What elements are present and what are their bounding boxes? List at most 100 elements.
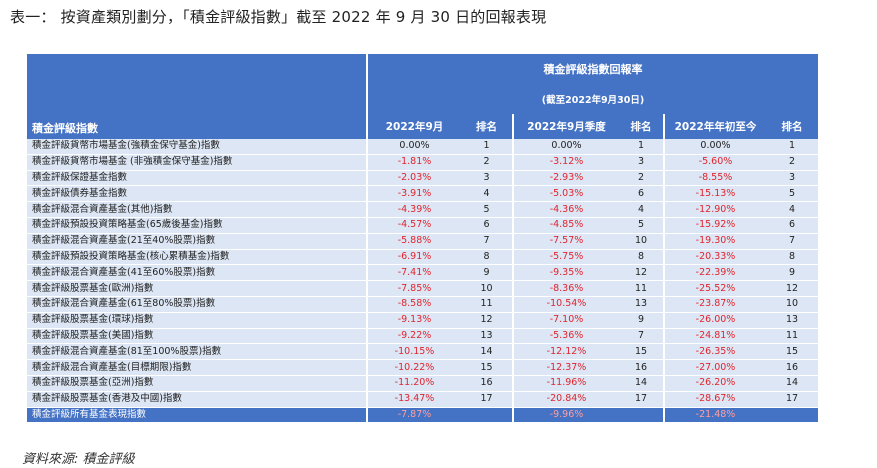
quarter-rank: 2 [619, 170, 664, 187]
ytd-return: -5.60% [663, 154, 766, 171]
table-row: 積金評級股票基金(香港及中國)指數 -13.47% 17 -20.84% 17 -28.6… [27, 391, 818, 408]
quarter-return: -11.96% [512, 375, 619, 392]
sep-rank: 4 [461, 185, 513, 203]
sep-rank: 8 [461, 249, 513, 266]
ytd-return: -24.81% [663, 328, 766, 345]
sep-return: -11.20% [366, 375, 461, 392]
quarter-return: -7.10% [512, 312, 619, 329]
sep-return: -2.03% [366, 170, 461, 187]
table-row: 積金評級混合資產基金(61至80%股票)指數 -8.58% 11 -10.54% 13-… [27, 296, 818, 313]
sep-rank: 3 [461, 170, 513, 187]
table-row: 積金評級股票基金(亞洲)指數 -11.20% 16 -11.96% 14 -26.20% 1… [27, 375, 818, 392]
sep-return: -6.91% [366, 249, 461, 266]
sep-rank: 6 [461, 217, 513, 234]
sep-return: -4.39% [366, 201, 461, 218]
row-name: 積金評級保證基金指數 [27, 170, 367, 187]
row-name: 積金評級混合資產基金(21至40%股票)指數 [27, 233, 367, 250]
quarter-return: -3.12% [512, 154, 619, 171]
ytd-rank: 11 [766, 328, 818, 345]
quarter-return: -9.35% [512, 264, 619, 282]
header-rank: 排名 [766, 114, 818, 139]
ytd-return: -22.39% [663, 264, 766, 282]
quarter-rank: 7 [619, 328, 664, 345]
quarter-return: -5.36% [512, 328, 619, 345]
ytd-return: -27.00% [663, 359, 766, 376]
header-sep-2022: 2022年9月 [366, 114, 461, 139]
ytd-return: -15.13% [663, 185, 766, 203]
quarter-rank: 13 [619, 296, 664, 313]
row-name: 積金評級混合資產基金(61至80%股票)指數 [27, 296, 367, 313]
table-row: 積金評級股票基金(美國)指數 -9.22% 13 -5.36% 7 -24.81% 11 [27, 328, 818, 345]
quarter-rank: 4 [619, 201, 664, 218]
ytd-rank: 5 [766, 185, 818, 203]
sep-rank: 9 [461, 264, 513, 282]
ytd-rank: 14 [766, 375, 818, 392]
ytd-rank: 8 [766, 249, 818, 266]
quarter-return: -4.85% [512, 217, 619, 234]
quarter-return: -2.93% [512, 170, 619, 187]
table-row: 積金評級混合資產基金(21至40%股票)指數 -5.88% 7 -7.57% 10 -19… [27, 233, 818, 250]
quarter-rank: 1 [619, 139, 664, 155]
ytd-rank: 4 [766, 201, 818, 218]
page-title: 表一： 按資產類別劃分，「積金評級指數」截至 2022 年 9 月 30 日的回… [10, 8, 547, 26]
sep-rank: 16 [461, 375, 513, 392]
quarter-return: -8.36% [512, 280, 619, 297]
sep-rank: 5 [461, 201, 513, 218]
quarter-rank: 16 [619, 359, 664, 376]
quarter-rank: 6 [619, 185, 664, 203]
row-name: 積金評級貨幣市場基金 (非強積金保守基金)指數 [27, 154, 367, 171]
ytd-rank: 2 [766, 154, 818, 171]
sep-return: -10.22% [366, 359, 461, 376]
row-name: 積金評級股票基金(歐洲)指數 [27, 280, 367, 297]
row-name: 積金評級股票基金(亞洲)指數 [27, 375, 367, 392]
sep-return: -9.22% [366, 328, 461, 345]
row-name: 積金評級股票基金(香港及中國)指數 [27, 391, 367, 408]
sep-rank: 14 [461, 343, 513, 361]
quarter-rank: 9 [619, 312, 664, 329]
row-name: 積金評級混合資產基金(其他)指數 [27, 201, 367, 218]
header-q3-2022: 2022年9月季度 [512, 114, 619, 139]
quarter-rank: 14 [619, 375, 664, 392]
table-row: 積金評級保證基金指數 -2.03% 3 -2.93% 2 -8.55% 3 [27, 170, 818, 187]
ytd-return: -19.30% [663, 233, 766, 250]
sep-return: -7.41% [366, 264, 461, 282]
ytd-return: -23.87% [663, 296, 766, 313]
ytd-return: -28.67% [663, 391, 766, 408]
sep-return: -10.15% [366, 343, 461, 361]
row-name: 積金評級預設投資策略基金(核心累積基金)指數 [27, 249, 367, 266]
sep-rank: 17 [461, 391, 513, 408]
row-name: 積金評級混合資產基金(81至100%股票)指數 [27, 343, 367, 361]
ytd-return: -26.35% [663, 343, 766, 361]
table-row: 積金評級債券基金指數 -3.91% 4 -5.03% 6 -15.13% 5 [27, 185, 818, 203]
ytd-return: -12.90% [663, 201, 766, 218]
sep-rank: 7 [461, 233, 513, 250]
quarter-rank: 15 [619, 343, 664, 361]
sep-rank: 11 [461, 296, 513, 313]
sep-return: -7.87% [366, 407, 461, 424]
quarter-return: 0.00% [512, 139, 619, 155]
table-row: 積金評級貨幣市場基金(強積金保守基金)指數 0.00% 1 0.00% 1 0.00% 1 [27, 139, 818, 155]
table-row: 積金評級預設投資策略基金(65歲後基金)指數 -4.57% 6 -4.85% 5 -15.… [27, 217, 818, 234]
sep-rank [461, 407, 513, 424]
quarter-rank: 12 [619, 264, 664, 282]
sep-rank: 10 [461, 280, 513, 297]
sep-rank: 12 [461, 312, 513, 329]
quarter-return: -4.36% [512, 201, 619, 218]
returns-table-container: 積金評級指數 積金評級指數回報率 (截至2022年9月30日) 2022年9月 … [27, 54, 818, 424]
ytd-rank [766, 407, 818, 424]
sep-return: -9.13% [366, 312, 461, 329]
quarter-rank: 3 [619, 154, 664, 171]
quarter-rank: 8 [619, 249, 664, 266]
row-name: 積金評級債券基金指數 [27, 185, 367, 203]
quarter-rank: 17 [619, 391, 664, 408]
header-index-name: 積金評級指數 [27, 54, 367, 139]
ytd-rank: 13 [766, 312, 818, 329]
quarter-return: -9.96% [512, 407, 619, 424]
ytd-rank: 9 [766, 264, 818, 282]
sep-return: -3.91% [366, 185, 461, 203]
sep-rank: 1 [461, 139, 513, 155]
table-row: 積金評級貨幣市場基金 (非強積金保守基金)指數 -1.81% 2 -3.12% 3 -5.… [27, 154, 818, 171]
ytd-return: -8.55% [663, 170, 766, 187]
table-row: 積金評級股票基金(歐洲)指數 -7.85% 10 -8.36% 11 -25.52% 12 [27, 280, 818, 297]
quarter-return: -12.12% [512, 343, 619, 361]
